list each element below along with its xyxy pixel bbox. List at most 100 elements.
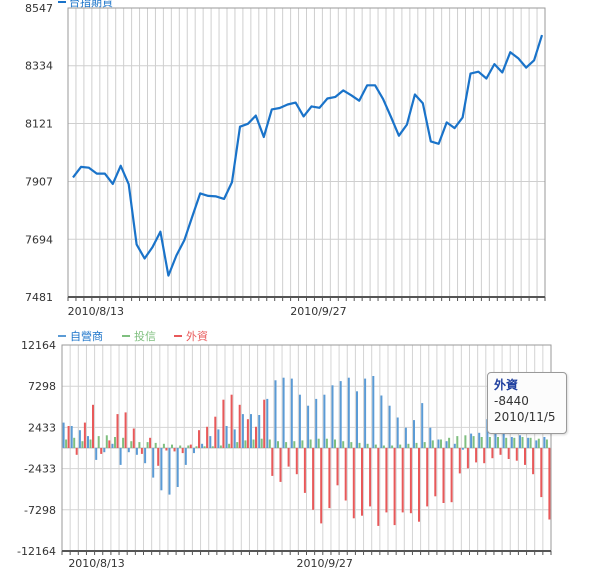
bar-foreign <box>352 448 355 519</box>
bar-trust <box>480 437 483 448</box>
tooltip-value: -8440 <box>494 394 529 408</box>
bar-trust <box>105 435 108 448</box>
y-tick-label: 8547 <box>25 2 53 15</box>
bar-foreign <box>426 448 429 507</box>
bar-trust <box>325 438 328 448</box>
bar-dealer <box>380 395 383 448</box>
bar-foreign <box>466 448 469 469</box>
bar-trust <box>382 445 385 448</box>
bar-trust <box>97 436 100 448</box>
bar-dealer <box>168 448 171 495</box>
bar-dealer <box>225 426 228 448</box>
bar-trust <box>358 442 361 448</box>
bar-trust <box>154 442 157 448</box>
bar-dealer <box>233 429 236 448</box>
bar-trust <box>114 437 116 448</box>
y-tick-label: 8121 <box>25 117 53 130</box>
bar-trust <box>195 446 198 448</box>
bar-dealer <box>274 380 277 448</box>
bar-dealer <box>201 443 204 448</box>
bar-foreign <box>393 448 396 526</box>
bar-trust <box>219 445 222 448</box>
bar-trust <box>513 437 516 448</box>
bar-trust <box>521 437 524 448</box>
bar-trust <box>211 446 214 448</box>
bar-foreign <box>515 448 518 461</box>
bar-dealer <box>266 398 269 448</box>
bar-foreign <box>124 412 127 448</box>
bar-trust <box>448 437 451 448</box>
bar-trust <box>65 439 68 448</box>
data-tooltip: 外資 -8440 2010/11/5 <box>487 372 567 434</box>
bar-trust <box>505 437 508 448</box>
bar-dealer <box>127 448 130 453</box>
bar-trust <box>350 442 353 448</box>
bar-dealer <box>62 422 65 448</box>
bar-dealer <box>315 398 318 448</box>
bar-dealer <box>290 378 293 448</box>
series-line <box>72 34 544 277</box>
bar-trust <box>138 442 141 448</box>
institutional-bar-chart: 自營商 投信 外資1216472982433-2433-7298-121642010… <box>17 329 552 570</box>
bar-dealer <box>298 394 301 448</box>
bar-foreign <box>336 448 339 486</box>
bar-dealer <box>70 426 73 448</box>
bar-trust <box>187 445 190 448</box>
bar-dealer <box>372 376 375 448</box>
bar-dealer <box>193 448 195 454</box>
bar-foreign <box>507 448 510 459</box>
bar-foreign <box>149 437 152 448</box>
bar-dealer <box>160 448 163 491</box>
bar-foreign <box>100 448 103 454</box>
bar-dealer <box>307 405 310 448</box>
bar-foreign <box>255 426 257 448</box>
bar-dealer <box>356 391 358 448</box>
bar-foreign <box>458 448 461 474</box>
bar-trust <box>203 446 206 448</box>
bar-foreign <box>295 448 298 475</box>
bar-dealer <box>510 437 513 448</box>
y-tick-label: 2433 <box>28 421 56 434</box>
bar-trust <box>179 445 182 448</box>
bar-dealer <box>470 433 473 448</box>
bar-trust <box>301 440 304 448</box>
bar-trust <box>146 442 149 448</box>
bar-foreign <box>108 440 111 448</box>
y-tick-label: -2433 <box>24 463 56 476</box>
y-tick-label: 7694 <box>25 233 53 246</box>
bar-trust <box>252 439 255 448</box>
bar-foreign <box>483 448 486 464</box>
bar-foreign <box>303 448 306 493</box>
bar-trust <box>488 437 491 448</box>
bar-dealer <box>95 448 98 460</box>
bar-dealer <box>339 381 342 448</box>
bar-foreign <box>246 419 249 448</box>
bar-foreign <box>189 444 192 448</box>
bar-trust <box>130 441 133 448</box>
bar-trust <box>366 443 369 448</box>
x-tick-label: 2010/9/27 <box>290 305 346 318</box>
bar-foreign <box>206 426 209 448</box>
bar-foreign <box>344 448 347 501</box>
bar-foreign <box>548 448 551 520</box>
bar-dealer <box>413 420 415 448</box>
y-tick-label: -12164 <box>17 545 56 558</box>
y-tick-label: 8334 <box>25 60 53 73</box>
bar-dealer <box>461 448 464 450</box>
bar-trust <box>334 439 336 448</box>
bar-dealer <box>437 439 440 448</box>
tooltip-date: 2010/11/5 <box>494 410 556 424</box>
bar-foreign <box>409 448 412 514</box>
bar-foreign <box>279 448 282 482</box>
bar-dealer <box>184 448 187 465</box>
bar-trust <box>407 443 410 448</box>
bar-dealer <box>364 378 367 448</box>
bar-dealer <box>258 415 261 448</box>
legend-label: 外資 <box>186 330 208 343</box>
bar-dealer <box>429 427 432 448</box>
bar-foreign <box>83 422 86 448</box>
bar-foreign <box>320 448 323 524</box>
bar-dealer <box>282 377 285 448</box>
bar-dealer <box>421 403 424 448</box>
bar-trust <box>81 441 84 448</box>
